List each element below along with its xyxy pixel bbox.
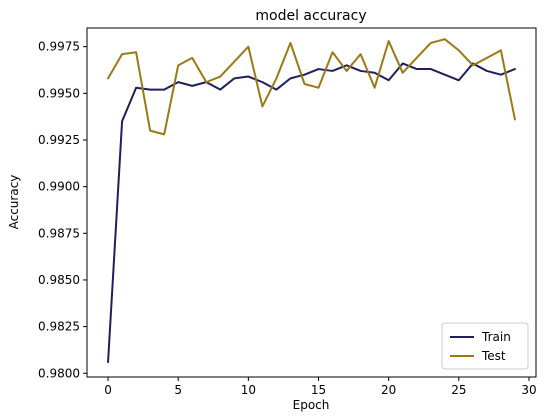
y-tick-label: 0.9900 xyxy=(38,180,80,194)
x-tick-label: 30 xyxy=(521,383,536,397)
x-tick-label: 25 xyxy=(451,383,466,397)
plot-area: 0 5 10 15 20 25 30 0.9800 0.9825 0.9850 0.9875 0.99… xyxy=(38,27,537,397)
plot-frame xyxy=(86,27,537,378)
series-line-test xyxy=(107,38,516,136)
y-tick-label: 0.9925 xyxy=(38,133,80,147)
y-tick-label: 0.9975 xyxy=(38,40,80,54)
legend-label-test: Test xyxy=(481,349,506,363)
y-tick-label: 0.9850 xyxy=(38,273,80,287)
y-tick-label: 0.9800 xyxy=(38,366,80,380)
x-tick-label: 20 xyxy=(381,383,396,397)
y-axis-label: Accuracy xyxy=(7,175,21,230)
x-tick-label: 15 xyxy=(311,383,326,397)
y-tick-label: 0.9875 xyxy=(38,226,80,240)
x-tick-label: 0 xyxy=(104,383,112,397)
legend: Train Test xyxy=(441,322,529,370)
x-tick-label: 5 xyxy=(174,383,182,397)
chart-title: model accuracy xyxy=(255,8,366,24)
x-tick-label: 10 xyxy=(241,383,256,397)
legend-box xyxy=(441,322,529,370)
legend-label-train: Train xyxy=(481,330,511,344)
x-axis-label: Epoch xyxy=(293,398,330,412)
y-tick-label: 0.9950 xyxy=(38,86,80,100)
y-tick-label: 0.9825 xyxy=(38,320,80,334)
series-line-train xyxy=(107,62,516,364)
